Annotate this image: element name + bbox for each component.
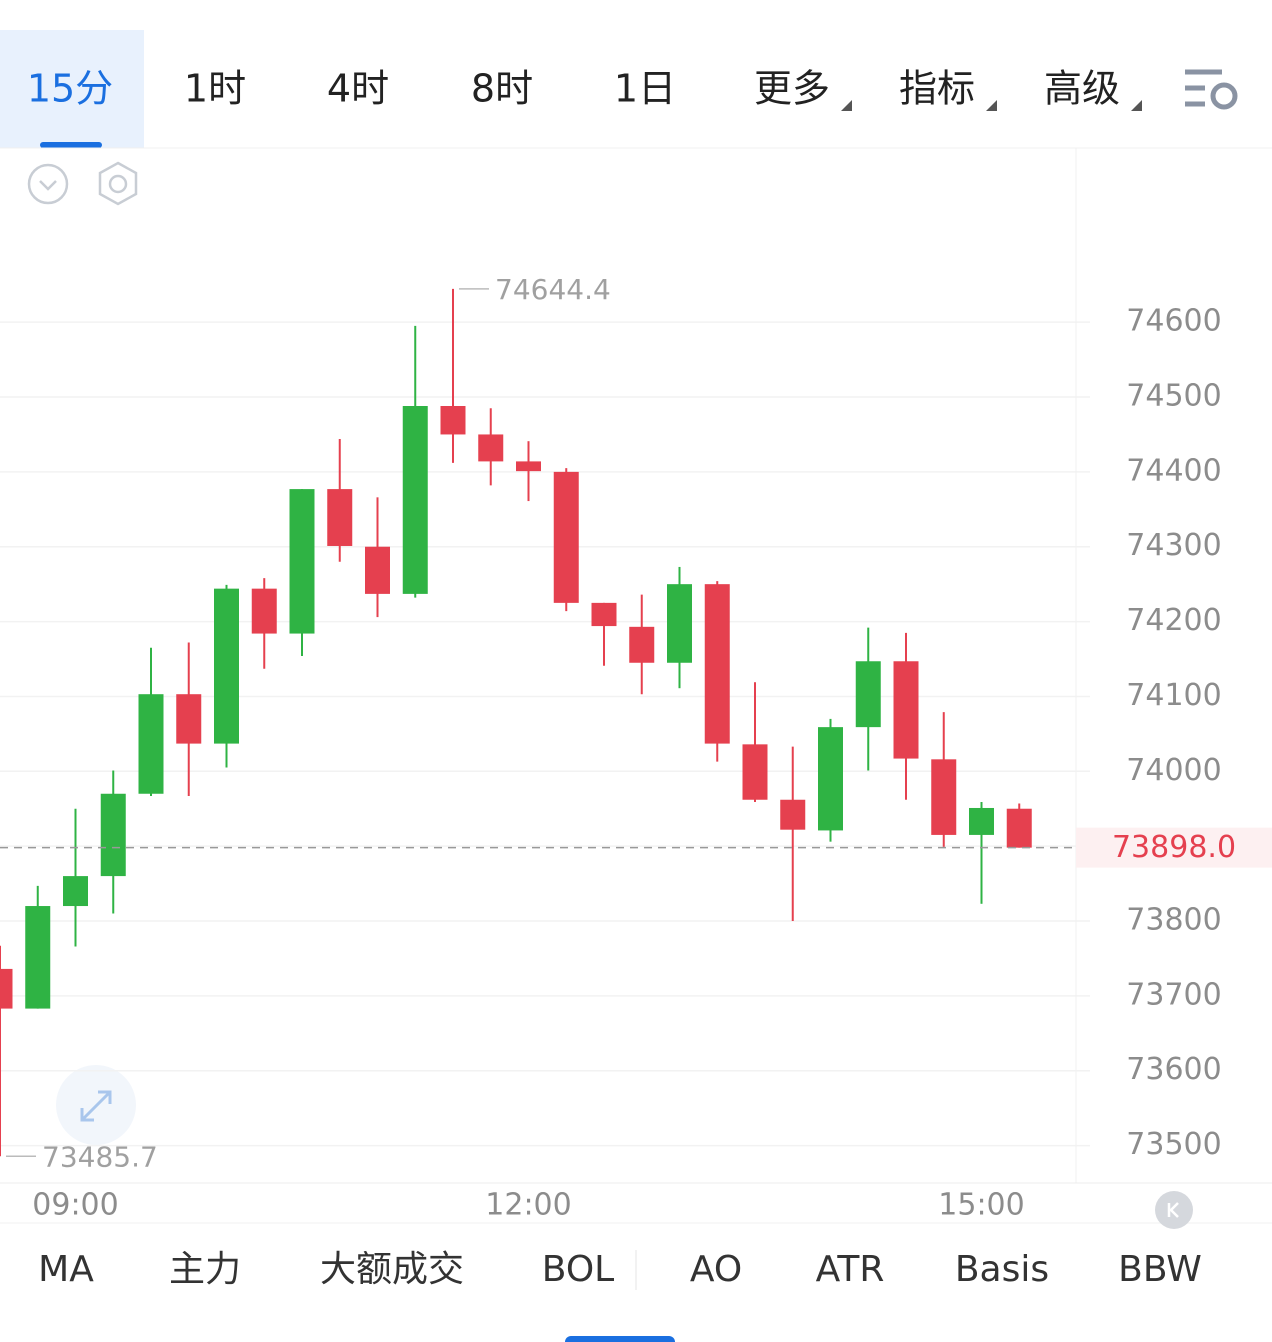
y-tick-label: 74500: [1126, 379, 1221, 414]
y-tick-label: 74000: [1126, 753, 1221, 788]
x-tick-label: 15:00: [938, 1188, 1024, 1223]
chart-settings-dot: [108, 174, 128, 194]
chart-settings-icon[interactable]: [98, 161, 138, 206]
last-price-bg: [1076, 827, 1272, 868]
x-tick-label: 12:00: [485, 1188, 571, 1223]
candle-body: [1006, 808, 1032, 848]
min-price-label: 73485.7: [42, 1140, 158, 1173]
candle-body: [855, 661, 881, 728]
collapse-arrow: [39, 180, 57, 191]
candle-body: [440, 406, 466, 435]
candle-body: [553, 471, 579, 603]
collapse-icon[interactable]: [27, 163, 69, 205]
active-tab-bg: [0, 30, 144, 148]
settings-icon[interactable]: [1185, 69, 1238, 110]
home-indicator: [565, 1336, 675, 1342]
period-tab[interactable]: 高级: [1044, 67, 1120, 111]
candle-body: [969, 807, 994, 835]
y-tick-label: 74200: [1126, 603, 1221, 638]
y-tick-label: 73700: [1126, 977, 1221, 1012]
candle-body: [402, 406, 428, 594]
indicator-tab[interactable]: ATR: [816, 1249, 885, 1290]
scroll-end-button[interactable]: [1155, 1191, 1193, 1229]
candle-body: [289, 489, 315, 634]
candle-body: [25, 906, 51, 1009]
y-tick-label: 74100: [1126, 678, 1221, 713]
candle-body: [818, 727, 843, 831]
candle-body: [327, 489, 353, 546]
candle-body: [667, 584, 692, 663]
candle-body: [931, 759, 957, 835]
indicator-tab[interactable]: 主力: [169, 1249, 241, 1290]
y-tick-label: 74400: [1126, 453, 1221, 488]
candle-body: [629, 626, 655, 663]
candle-body: [893, 661, 919, 759]
candle-body: [780, 799, 806, 830]
max-price-label: 74644.4: [495, 273, 611, 306]
candle-body: [214, 588, 239, 744]
expand-icon: [80, 1090, 112, 1122]
candle-body: [365, 546, 390, 594]
candle-body: [742, 744, 768, 800]
period-tab[interactable]: 1日: [614, 67, 676, 111]
y-tick-label: 74300: [1126, 528, 1221, 563]
last-price-label: 73898.0: [1112, 830, 1236, 865]
y-tick-label: 73800: [1126, 903, 1221, 938]
period-tab[interactable]: 1时: [184, 67, 246, 111]
period-tab[interactable]: 8时: [471, 67, 533, 111]
indicator-tab[interactable]: BBW: [1118, 1249, 1202, 1290]
y-tick-label: 73600: [1126, 1052, 1221, 1087]
period-tab[interactable]: 指标: [899, 67, 975, 111]
candle-body: [251, 588, 277, 634]
x-tick-label: 09:00: [32, 1188, 118, 1223]
candle-body: [516, 461, 541, 472]
indicator-tab[interactable]: MA: [38, 1249, 94, 1290]
indicator-tab[interactable]: Basis: [955, 1249, 1049, 1290]
scroll-end-icon: [1167, 1202, 1179, 1218]
indicator-tab[interactable]: AO: [690, 1249, 742, 1290]
dropdown-marker: [1131, 100, 1142, 111]
candle-body: [591, 602, 617, 627]
candle-body: [704, 584, 730, 744]
dropdown-marker: [841, 100, 852, 111]
active-tab-indicator: [40, 142, 102, 148]
period-tab[interactable]: 15分: [27, 67, 113, 111]
y-tick-label: 73500: [1126, 1127, 1221, 1162]
dropdown-marker: [986, 100, 997, 111]
candle-body: [0, 968, 13, 1009]
y-tick-label: 74600: [1126, 304, 1221, 339]
indicator-tab[interactable]: 大额成交: [320, 1249, 464, 1290]
candle-body: [138, 694, 164, 794]
candle-body: [478, 434, 504, 462]
candle-body: [176, 694, 202, 744]
indicator-tab[interactable]: BOL: [542, 1249, 614, 1290]
candle-body: [100, 793, 126, 877]
period-tab[interactable]: 4时: [327, 67, 389, 111]
candle-body: [63, 876, 88, 907]
period-tab[interactable]: 更多: [754, 67, 830, 111]
